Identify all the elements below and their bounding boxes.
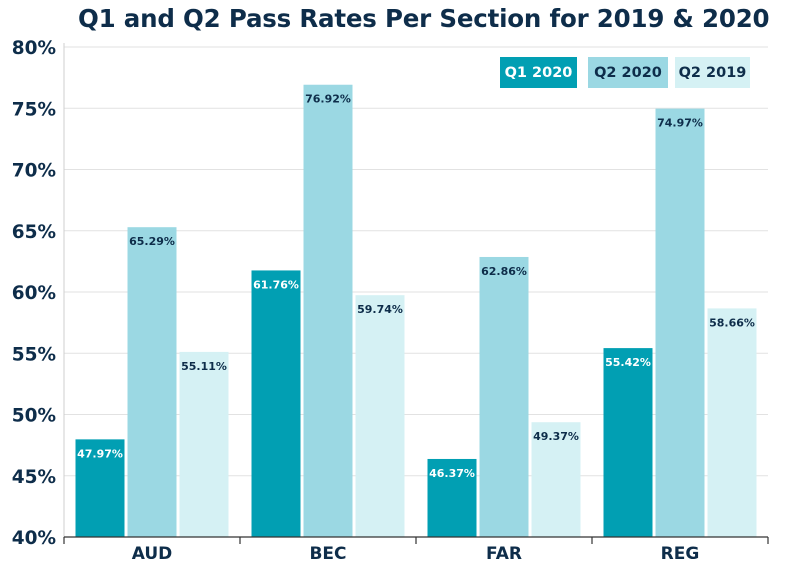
bar-bec-q2-2020 bbox=[303, 84, 353, 537]
bar-aud-q1-2020 bbox=[75, 439, 125, 537]
bar-bec-q1-2020 bbox=[251, 270, 301, 537]
bar-aud-q2-2020 bbox=[127, 227, 177, 537]
x-tick-label: BEC bbox=[309, 544, 346, 564]
y-tick-label: 40% bbox=[12, 528, 56, 549]
y-tick-label: 70% bbox=[12, 161, 56, 182]
data-label: 62.86% bbox=[481, 265, 527, 278]
y-tick-label: 75% bbox=[12, 99, 56, 120]
y-tick-label: 80% bbox=[12, 38, 56, 59]
data-label: 59.74% bbox=[357, 303, 403, 316]
bar-far-q2-2020 bbox=[479, 256, 529, 537]
y-tick-label: 60% bbox=[12, 283, 56, 304]
bar-far-q1-2020 bbox=[427, 458, 477, 537]
y-tick-label: 55% bbox=[12, 344, 56, 365]
bar-reg-q1-2020 bbox=[603, 348, 653, 537]
x-axis: AUD BEC FAR REG bbox=[63, 536, 769, 564]
data-label: 65.29% bbox=[129, 235, 175, 248]
data-label: 47.97% bbox=[77, 447, 123, 460]
legend-item-q2-2020: Q2 2020 bbox=[588, 57, 668, 88]
data-label: 61.76% bbox=[253, 278, 299, 291]
data-label: 58.66% bbox=[709, 316, 755, 329]
data-label: 46.37% bbox=[429, 467, 475, 480]
y-tick-label: 45% bbox=[12, 467, 56, 488]
bar-aud-q2-2019 bbox=[179, 351, 229, 537]
y-tick-label: 50% bbox=[12, 406, 56, 427]
legend-item-q1-2020: Q1 2020 bbox=[500, 57, 577, 88]
chart-title: Q1 and Q2 Pass Rates Per Section for 201… bbox=[78, 4, 770, 33]
data-label: 55.42% bbox=[605, 356, 651, 369]
x-tick-label: AUD bbox=[132, 544, 173, 564]
bar-reg-q2-2020 bbox=[655, 108, 705, 538]
bar-bec-q2-2019 bbox=[355, 295, 405, 537]
bar-reg-q2-2019 bbox=[707, 308, 757, 537]
data-label: 55.11% bbox=[181, 360, 227, 373]
data-label: 49.37% bbox=[533, 430, 579, 443]
data-labels: 47.97% 65.29% 55.11% 61.76% 76.92% 59.74% 46.3… bbox=[77, 93, 755, 480]
y-axis-ticks: 40% 45% 50% 55% 60% 65% 70% 75% 80% bbox=[12, 38, 56, 549]
data-label: 76.92% bbox=[305, 93, 351, 106]
data-label: 74.97% bbox=[657, 117, 703, 130]
bars bbox=[75, 84, 757, 538]
legend-item-q2-2019: Q2 2019 bbox=[675, 57, 750, 88]
bar-far-q2-2019 bbox=[531, 422, 581, 537]
x-tick-label: FAR bbox=[486, 544, 522, 564]
x-tick-label: REG bbox=[661, 544, 700, 564]
y-tick-label: 65% bbox=[12, 222, 56, 243]
